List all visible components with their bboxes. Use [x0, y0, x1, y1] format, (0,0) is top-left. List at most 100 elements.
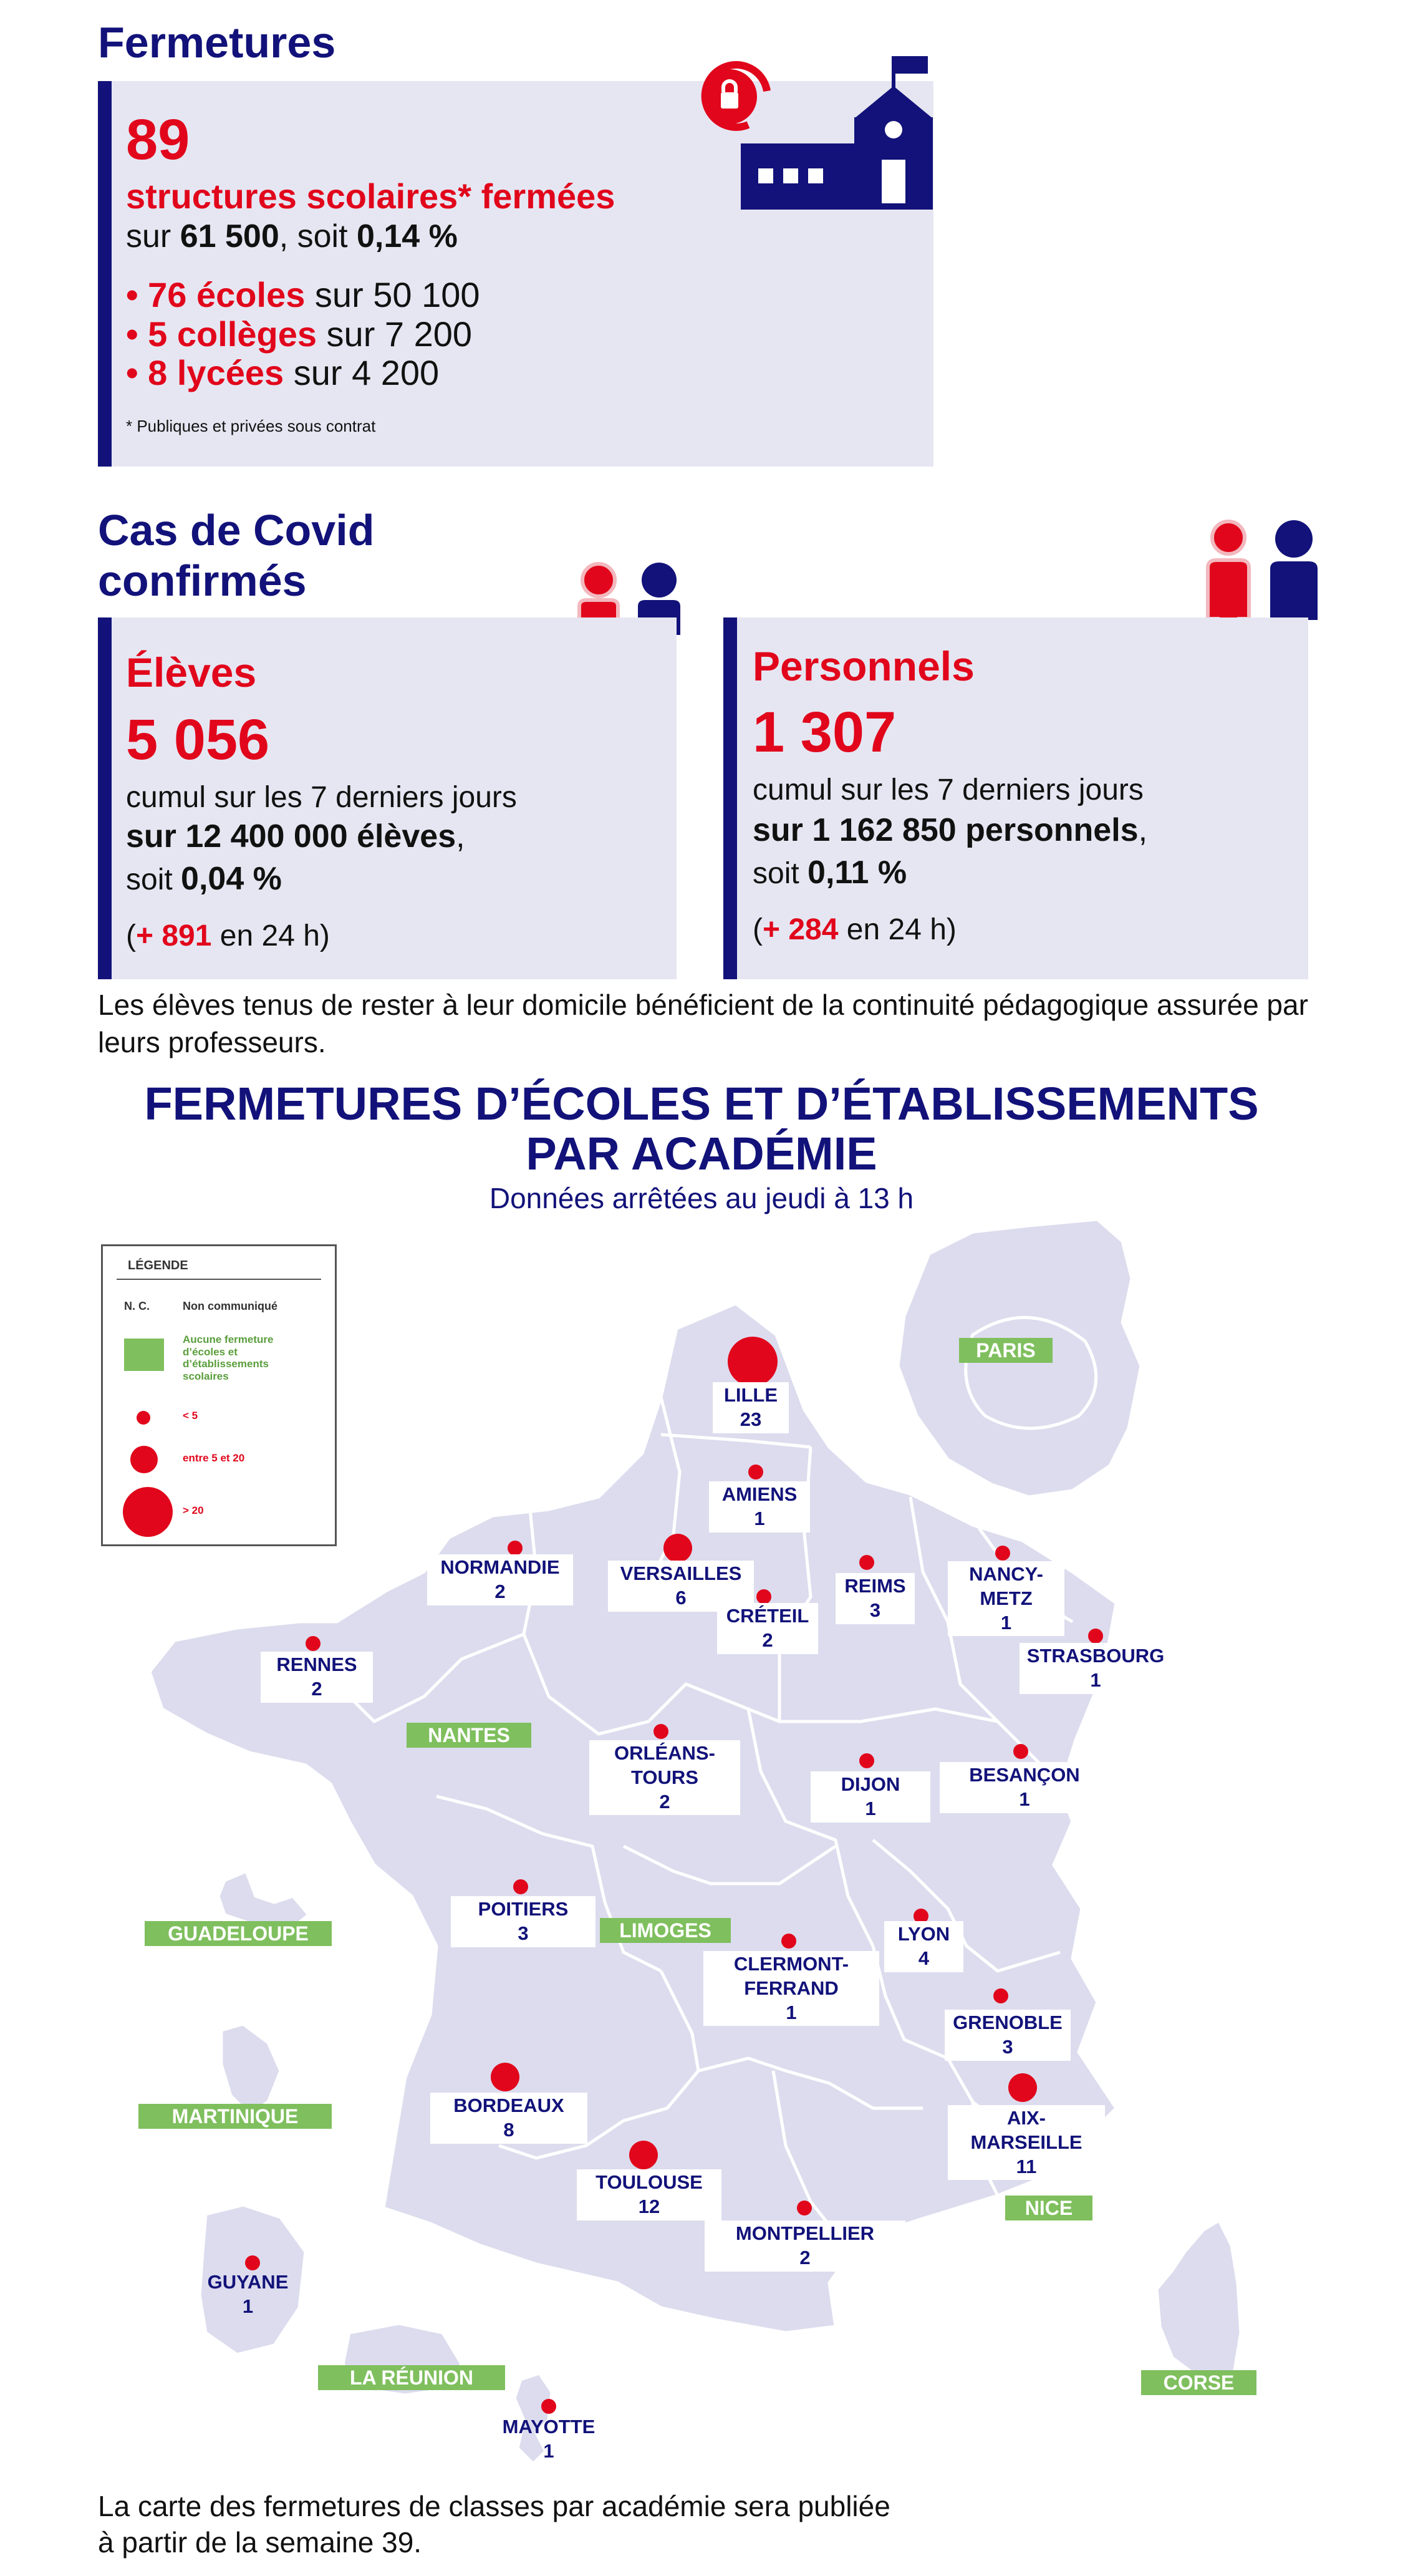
- label-green-nantes: NANTES: [407, 1723, 531, 1748]
- label-nancy-metz: NANCY- METZ 1: [948, 1561, 1064, 1637]
- martinique-shape: [219, 2022, 282, 2116]
- legend-divider: [117, 1279, 321, 1280]
- label-rennes: RENNES 2: [261, 1652, 373, 1703]
- personnels-sur: sur 1 162 850 personnels,: [753, 812, 1148, 848]
- personnels-count: 1 307: [753, 700, 897, 764]
- legend-nc-label: Non communiqué: [183, 1300, 277, 1312]
- dot-reims: [859, 1555, 874, 1570]
- map-footer: La carte des fermetures de classes par a…: [98, 2489, 890, 2560]
- fermetures-heading: Fermetures: [98, 18, 336, 67]
- fermetures-item-lycees: • 8 lycées sur 4 200: [126, 353, 440, 393]
- personnels-delta: (+ 284 en 24 h): [753, 913, 957, 946]
- corse-shape: [1155, 2219, 1243, 2397]
- legend-title: LÉGENDE: [128, 1259, 188, 1272]
- personnels-soit: soit 0,11 %: [753, 855, 907, 891]
- label-normandie: NORMANDIE 2: [427, 1554, 573, 1605]
- eleves-soit: soit 0,04 %: [126, 861, 282, 897]
- mayotte-shape: [513, 2371, 554, 2466]
- dot-creteil: [756, 1589, 771, 1604]
- label-clermont-ferrand: CLERMONT- FERRAND 1: [703, 1951, 879, 2026]
- dot-mayotte: [541, 2399, 556, 2414]
- label-versailles: VERSAILLES 6: [608, 1561, 754, 1612]
- fermetures-footnote: * Publiques et privées sous contrat: [126, 417, 376, 435]
- label-toulouse: TOULOUSE 12: [577, 2169, 721, 2220]
- map-title-line1: FERMETURES D’ÉCOLES ET D’ÉTABLISSEMENTS: [144, 1078, 1259, 1130]
- dot-besancon: [1013, 1744, 1028, 1759]
- covid-heading: Cas de Covid confirmés: [98, 505, 374, 606]
- eleves-sur: sur 12 400 000 élèves,: [126, 818, 465, 855]
- dot-orleans-tours: [653, 1724, 668, 1739]
- legend-green-label: Aucune fermeture d’écoles et d’établisse…: [183, 1334, 274, 1382]
- eleves-panel-bar: [98, 617, 112, 979]
- map-title: FERMETURES D’ÉCOLES ET D’ÉTABLISSEMENTS …: [0, 1079, 1403, 1179]
- label-green-limoges: LIMOGES: [600, 1918, 731, 1943]
- fermetures-sur: sur 61 500, soit 0,14 %: [126, 218, 458, 254]
- covid-note: Les élèves tenus de rester à leur domici…: [98, 989, 1308, 1058]
- fermetures-label: structures scolaires* fermées: [126, 177, 615, 216]
- dot-clermont-ferrand: [781, 1934, 796, 1949]
- label-creteil: CRÉTEIL 2: [717, 1603, 818, 1654]
- label-aix-marseille: AIX- MARSEILLE 11: [948, 2105, 1105, 2181]
- mainland-france: [148, 1302, 1118, 2335]
- label-besancon: BESANÇON 1: [940, 1762, 1109, 1813]
- label-mayotte: MAYOTTE 1: [502, 2416, 595, 2462]
- label-bordeaux: BORDEAUX 8: [430, 2093, 587, 2144]
- label-green-la-reunion: LA RÉUNION: [318, 2365, 505, 2390]
- dot-strasbourg: [1088, 1629, 1103, 1644]
- legend-large-dot: [123, 1487, 173, 1537]
- fermetures-list: • 76 écoles sur 50 100 • 5 collèges sur …: [126, 275, 480, 393]
- label-reims: REIMS 3: [836, 1573, 915, 1624]
- personnels-title: Personnels: [753, 643, 975, 689]
- label-green-nice: NICE: [1005, 2196, 1092, 2220]
- covid-heading-line2: confirmés: [98, 556, 307, 605]
- label-strasbourg: STRASBOURG 1: [1020, 1643, 1172, 1694]
- label-green-corse: CORSE: [1141, 2370, 1256, 2395]
- label-amiens: AMIENS 1: [709, 1481, 810, 1533]
- map-legend: LÉGENDE N. C. Non communiqué Aucune ferm…: [101, 1244, 337, 1546]
- legend-small-dot: [137, 1411, 150, 1425]
- dot-amiens: [748, 1465, 763, 1479]
- legend-green-swatch: [124, 1339, 164, 1371]
- label-grenoble: GRENOBLE 3: [945, 2010, 1071, 2061]
- dot-versailles: [663, 1534, 692, 1562]
- personnels-panel: [723, 617, 1308, 979]
- dot-dijon: [859, 1753, 874, 1768]
- map-title-line2: PAR ACADÉMIE: [526, 1127, 877, 1179]
- dot-nancy-metz: [995, 1546, 1010, 1561]
- map-dots: [245, 1337, 1103, 2414]
- fermetures-item-colleges: • 5 collèges sur 7 200: [126, 314, 473, 354]
- dot-poitiers: [513, 1879, 528, 1894]
- legend-nc-key: N. C.: [124, 1300, 150, 1312]
- fermetures-count: 89: [126, 108, 190, 172]
- eleves-title: Élèves: [126, 649, 257, 695]
- legend-medium-dot: [130, 1446, 158, 1473]
- covid-heading-line1: Cas de Covid: [98, 506, 375, 554]
- dot-normandie: [508, 1541, 523, 1556]
- map-footer-line1: La carte des fermetures de classes par a…: [98, 2490, 890, 2522]
- map-footer-line2: à partir de la semaine 39.: [98, 2525, 422, 2559]
- guadeloupe-shape: [216, 1869, 311, 1929]
- label-orleans-tours: ORLÉANS- TOURS 2: [589, 1740, 740, 1816]
- label-montpellier: MONTPELLIER 2: [705, 2220, 905, 2272]
- label-dijon: DIJON 1: [811, 1771, 930, 1823]
- legend-large-label: > 20: [183, 1504, 204, 1516]
- dot-bordeaux: [491, 2063, 519, 2091]
- eleves-delta: (+ 891 en 24 h): [126, 919, 330, 952]
- legend-small-label: < 5: [183, 1410, 198, 1421]
- label-lyon: LYON 4: [884, 1921, 963, 1972]
- dot-rennes: [306, 1636, 321, 1651]
- dot-guyane: [245, 2255, 260, 2270]
- fermetures-item-ecoles: • 76 écoles sur 50 100: [126, 275, 480, 314]
- dot-toulouse: [629, 2141, 658, 2169]
- map-subtitle: Données arrêtées au jeudi à 13 h: [489, 1182, 914, 1214]
- fermetures-panel-bar: [98, 81, 112, 467]
- eleves-panel: [98, 617, 677, 979]
- dot-lille: [728, 1337, 778, 1387]
- label-green-paris: PARIS: [959, 1338, 1053, 1363]
- dot-grenoble: [993, 1988, 1008, 2003]
- legend-medium-label: entre 5 et 20: [183, 1452, 245, 1464]
- eleves-cumul: cumul sur les 7 derniers jours: [126, 781, 517, 814]
- label-poitiers: POITIERS 3: [451, 1896, 595, 1947]
- dot-lyon: [914, 1909, 928, 1924]
- label-lille: LILLE 23: [713, 1382, 789, 1433]
